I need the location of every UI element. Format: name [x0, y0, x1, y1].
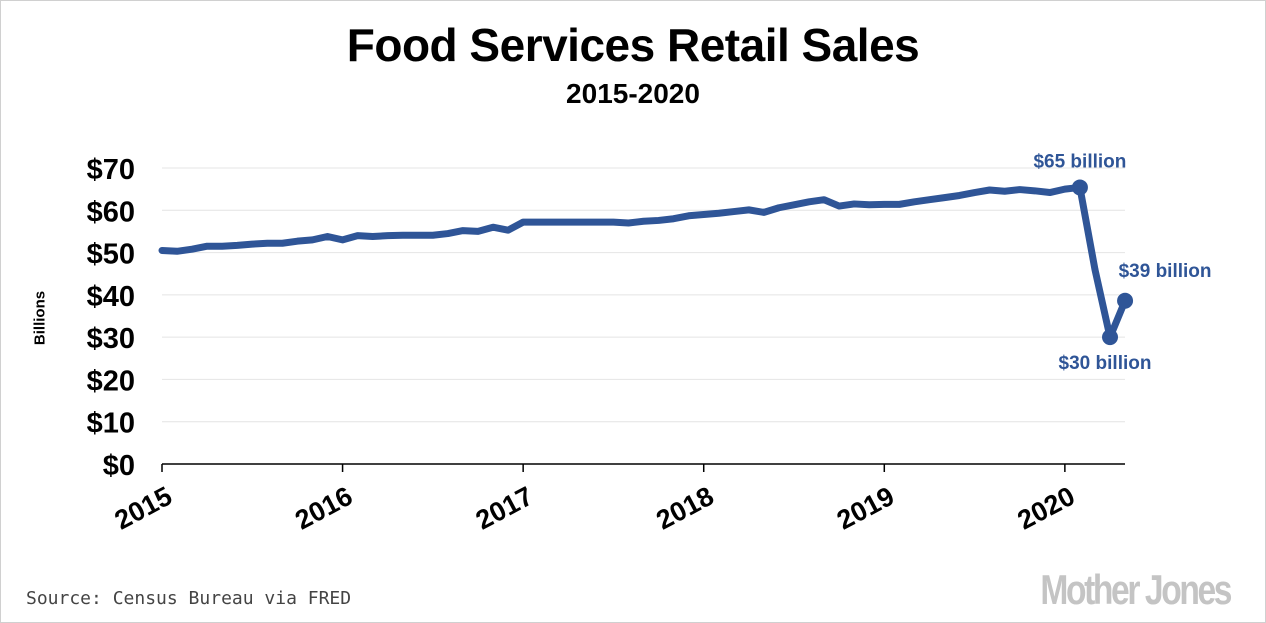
y-tick-label: $20 [87, 365, 135, 397]
x-tick-label: 2016 [290, 481, 357, 536]
data-point-marker [1117, 292, 1134, 309]
x-tick-label: 2015 [110, 481, 177, 536]
x-tick-label: 2020 [1013, 481, 1080, 536]
mother-jones-logo: Mother Jones [1040, 566, 1232, 613]
source-note: Source: Census Bureau via FRED [26, 588, 352, 609]
y-tick-label: $70 [87, 154, 135, 186]
y-tick-label: $60 [87, 196, 135, 228]
x-tick-label: 2017 [471, 481, 538, 536]
chart-title: Food Services Retail Sales [346, 19, 920, 71]
data-point-marker [1071, 179, 1088, 196]
x-tick-label: 2019 [832, 481, 899, 536]
data-label: $39 billion [1119, 261, 1212, 282]
y-tick-label: $50 [87, 239, 135, 271]
chart-subtitle: 2015-2020 [566, 78, 700, 109]
y-tick-label: $10 [87, 408, 135, 440]
x-tick-label: 2018 [651, 481, 718, 536]
data-label: $30 billion [1059, 353, 1152, 374]
data-label: $65 billion [1033, 151, 1126, 172]
data-point-marker [1102, 329, 1119, 346]
y-tick-label: $40 [87, 281, 135, 313]
y-tick-label: $0 [103, 450, 135, 482]
y-tick-label: $30 [87, 323, 135, 355]
data-line [158, 183, 1129, 341]
